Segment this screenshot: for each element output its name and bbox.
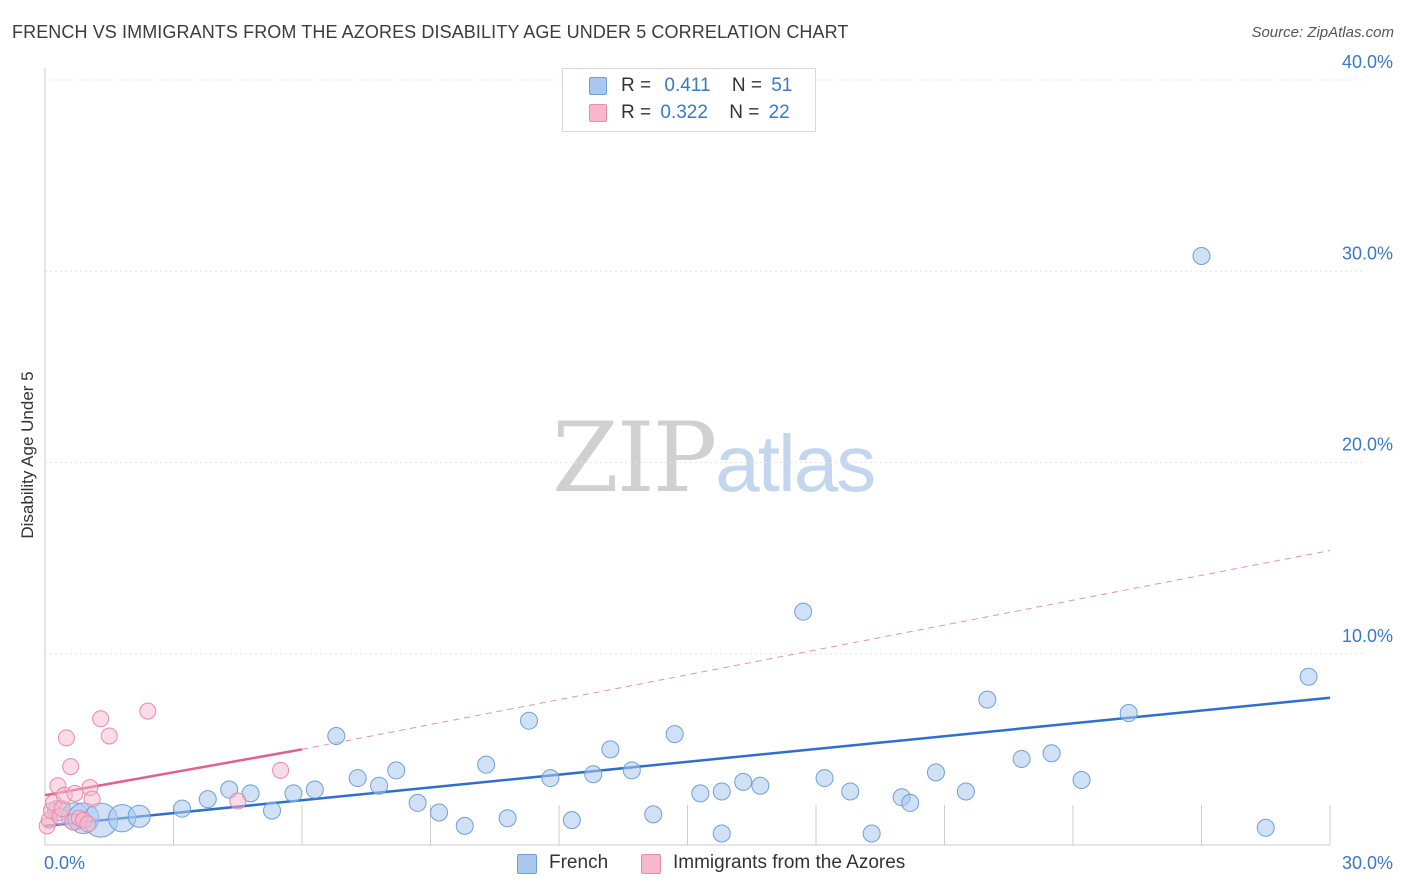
azores-point (139, 702, 157, 720)
french-point (1119, 704, 1138, 723)
legend-r-label-azores: R = (621, 102, 652, 123)
french-point (665, 725, 684, 744)
trend-layer (44, 549, 1331, 828)
french-point (348, 769, 367, 788)
azores-point (62, 758, 80, 776)
y-tick-label: 40.0% (1342, 52, 1393, 72)
french-point (305, 780, 324, 799)
bottom-legend-swatch-azores (641, 854, 661, 874)
french-point (198, 790, 217, 809)
legend-n-value-french: 51 (771, 75, 793, 96)
legend-n-label-azores: N = (729, 102, 760, 123)
french-point (751, 776, 770, 795)
watermark-atlas: atlas (715, 419, 876, 508)
french-point (541, 769, 560, 788)
y-tick-label: 30.0% (1342, 243, 1393, 263)
legend-swatch-french (589, 77, 607, 95)
legend-n-label-french: N = (731, 75, 762, 96)
azores-trend-dashed (301, 549, 1331, 750)
bottom-legend-swatch-french (517, 854, 537, 874)
french-point (901, 793, 920, 812)
azores-point (79, 815, 97, 833)
label-layer: 10.0% 20.0% 30.0% 40.0% 0.0% 30.0% (44, 52, 1393, 873)
watermark-zip: ZIP (552, 402, 717, 514)
french-point (1012, 749, 1031, 768)
chart-title: FRENCH VS IMMIGRANTS FROM THE AZORES DIS… (12, 22, 849, 42)
legend-r-value-french: 0.411 (664, 75, 711, 96)
french-point (1256, 818, 1275, 837)
french-point (408, 793, 427, 812)
french-point (622, 761, 641, 780)
bottom-legend-label-french: French (549, 852, 609, 873)
french-point (520, 711, 539, 730)
french-point (644, 805, 663, 824)
french-point (956, 782, 975, 801)
y-axis-label: Disability Age Under 5 (18, 371, 37, 539)
french-point (841, 782, 860, 801)
azores-point (57, 729, 75, 747)
x-tick-label: 0.0% (44, 853, 85, 873)
french-point (477, 755, 496, 774)
french-point (584, 765, 603, 784)
bottom-legend-label-azores: Immigrants from the Azores (673, 852, 906, 873)
french-point (173, 799, 192, 818)
french-point (601, 740, 620, 759)
french-point (370, 776, 389, 795)
legend-r-value-azores: 0.322 (660, 102, 708, 123)
french-point (712, 782, 731, 801)
french-point (263, 801, 282, 820)
axis-layer (44, 68, 1331, 846)
x-tick-label: 30.0% (1342, 853, 1393, 873)
watermark: ZIPatlas (552, 402, 876, 514)
french-point (127, 804, 151, 828)
point-layer (38, 246, 1318, 843)
french-point (1299, 667, 1318, 686)
french-point (691, 784, 710, 803)
french-point (1192, 246, 1211, 265)
french-point (815, 769, 834, 788)
azores-point (66, 784, 84, 802)
y-tick-label: 10.0% (1342, 626, 1393, 646)
french-point (926, 763, 945, 782)
french-point (562, 811, 581, 830)
french-point (241, 784, 260, 803)
french-point (387, 761, 406, 780)
french-point (712, 824, 731, 843)
french-point (327, 726, 346, 745)
legend-text-azores: R = 0.322 N = 22 (621, 102, 790, 124)
french-point (734, 772, 753, 791)
french-point (284, 784, 303, 803)
french-point (498, 809, 517, 828)
legend-n-value-azores: 22 (768, 102, 790, 123)
french-point (794, 602, 813, 621)
azores-point (83, 790, 101, 808)
azores-point (272, 761, 290, 779)
azores-point (229, 792, 247, 810)
legend-text-french: R = 0.411 N = 51 (621, 75, 792, 97)
grid-layer (45, 79, 1365, 655)
azores-point (92, 710, 110, 728)
legend-swatch-azores (589, 104, 607, 122)
french-point (455, 816, 474, 835)
y-tick-label: 20.0% (1342, 435, 1393, 455)
legend-r-label-french: R = (621, 75, 652, 96)
french-trend-line (44, 696, 1331, 828)
french-point (862, 824, 881, 843)
french-point (1042, 744, 1061, 763)
azores-point (100, 727, 118, 745)
source-label: Source: ZipAtlas.com (1251, 24, 1394, 41)
french-point (430, 803, 449, 822)
correlation-legend: R = 0.411 N = 51 R = 0.322 N = 22 (562, 68, 816, 132)
french-point (978, 690, 997, 709)
french-point (1072, 770, 1091, 789)
